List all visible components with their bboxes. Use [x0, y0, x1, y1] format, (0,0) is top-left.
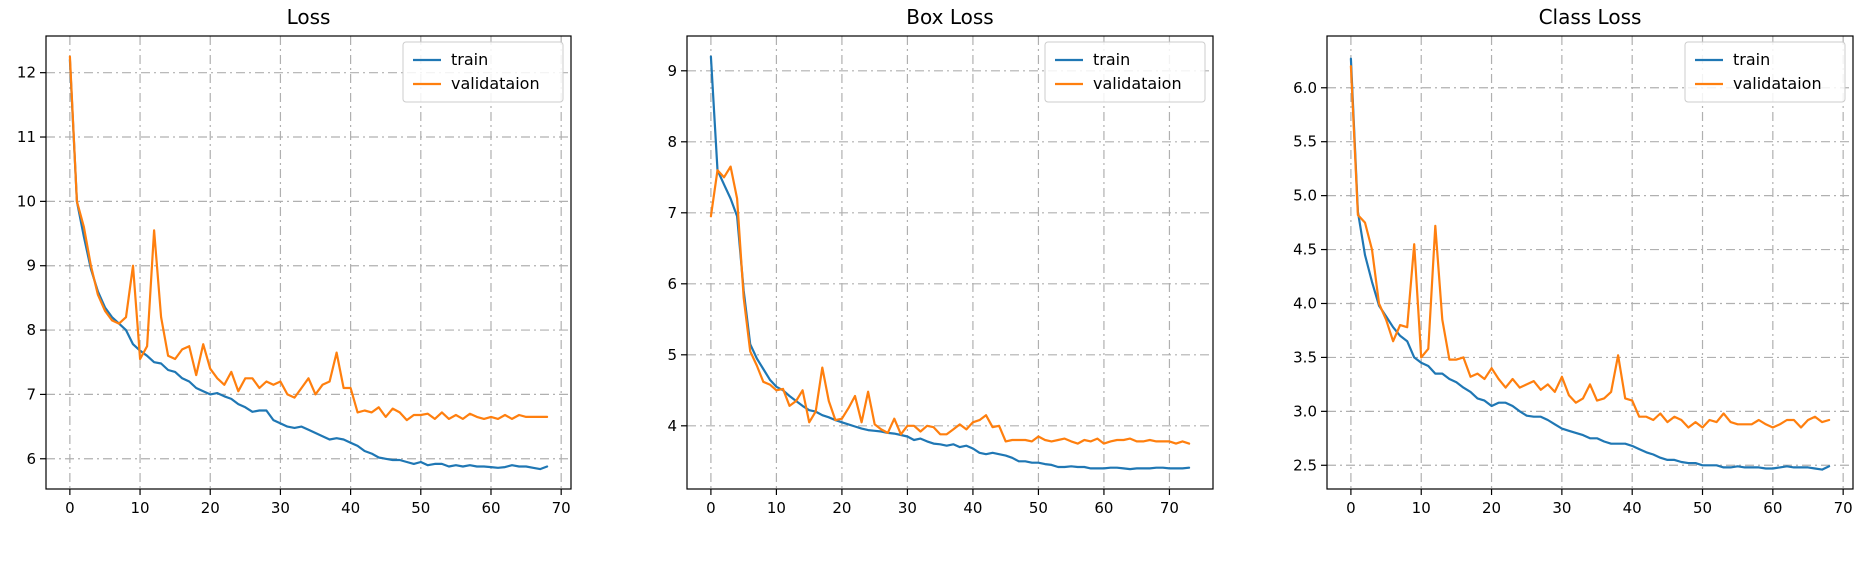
- legend: train validataion: [402, 41, 564, 103]
- x-tick-label: 0: [1346, 499, 1356, 517]
- legend-label: train: [451, 50, 488, 69]
- x-tick-label: 20: [1482, 499, 1501, 517]
- legend-box: [402, 41, 564, 103]
- x-tick-label: 70: [552, 499, 571, 517]
- series-line-validataion: [1349, 65, 1831, 429]
- chart-title: Loss: [287, 5, 331, 29]
- y-tick-label: 9: [26, 257, 36, 275]
- x-tick-label: 70: [1160, 499, 1179, 517]
- y-tick-label: 12: [17, 64, 36, 82]
- y-tick-label: 6: [26, 450, 36, 468]
- chart-panel-2: Box Loss 0 10 20 30 40 50 60 70 4 5 6 7 8 9 train valida…: [667, 5, 1214, 517]
- x-tick-label: 0: [65, 499, 75, 517]
- legend-label: validataion: [451, 74, 540, 93]
- x-tick-label: 70: [1834, 499, 1853, 517]
- y-tick-label: 11: [17, 128, 36, 146]
- legend-label: validataion: [1733, 74, 1822, 93]
- chart-panel-3: Class Loss 0 10 20 30 40 50 60 70 2.5 3.0 3.5 4.0 4.5…: [1293, 5, 1854, 517]
- x-tick-label: 0: [706, 499, 716, 517]
- x-tick-label: 10: [131, 499, 150, 517]
- y-tick-label: 4.5: [1293, 241, 1317, 259]
- y-tick-label: 7: [667, 204, 677, 222]
- x-tick-label: 60: [1094, 499, 1113, 517]
- plot-frame: [1326, 35, 1854, 490]
- x-tick-label: 20: [201, 499, 220, 517]
- y-tick-label: 6: [667, 275, 677, 293]
- legend-label: validataion: [1093, 74, 1182, 93]
- series-line-validataion: [68, 55, 549, 422]
- x-tick-label: 40: [963, 499, 982, 517]
- x-tick-label: 60: [1763, 499, 1782, 517]
- chart-title: Class Loss: [1539, 5, 1642, 29]
- legend-label: train: [1093, 50, 1130, 69]
- x-tick-label: 60: [481, 499, 500, 517]
- x-tick-label: 30: [1552, 499, 1571, 517]
- y-tick-label: 3.0: [1293, 402, 1317, 420]
- series-line-train: [1349, 57, 1831, 471]
- series-line-train: [709, 55, 1191, 471]
- y-tick-label: 8: [667, 133, 677, 151]
- y-tick-label: 3.5: [1293, 348, 1317, 366]
- legend-box: [1684, 41, 1846, 103]
- y-tick-label: 10: [17, 192, 36, 210]
- y-tick-label: 5: [667, 346, 677, 364]
- x-tick-label: 20: [832, 499, 851, 517]
- legend: train validataion: [1044, 41, 1206, 103]
- x-tick-label: 50: [1029, 499, 1048, 517]
- x-tick-label: 40: [1623, 499, 1642, 517]
- y-tick-label: 5.5: [1293, 133, 1317, 151]
- legend-box: [1044, 41, 1206, 103]
- x-tick-label: 10: [1412, 499, 1431, 517]
- y-tick-label: 8: [26, 321, 36, 339]
- legend-label: train: [1733, 50, 1770, 69]
- chart-panel-1: Loss 0 10 20 30 40 50 60 70 6 7 8 9 10 11 12 train valida…: [17, 5, 572, 517]
- plot-frame: [686, 35, 1214, 490]
- y-tick-label: 9: [667, 62, 677, 80]
- x-tick-label: 10: [767, 499, 786, 517]
- y-tick-label: 6.0: [1293, 79, 1317, 97]
- plot-frame: [45, 35, 572, 490]
- series-line-validataion: [709, 165, 1191, 445]
- y-tick-label: 4.0: [1293, 294, 1317, 312]
- series-line-train: [68, 58, 549, 471]
- y-tick-label: 7: [26, 385, 36, 403]
- y-tick-label: 5.0: [1293, 187, 1317, 205]
- legend: train validataion: [1684, 41, 1846, 103]
- y-tick-label: 4: [667, 417, 677, 435]
- chart-title: Box Loss: [906, 5, 993, 29]
- x-tick-label: 30: [898, 499, 917, 517]
- x-tick-label: 30: [271, 499, 290, 517]
- y-tick-label: 2.5: [1293, 456, 1317, 474]
- x-tick-label: 40: [341, 499, 360, 517]
- x-tick-label: 50: [411, 499, 430, 517]
- x-tick-label: 50: [1693, 499, 1712, 517]
